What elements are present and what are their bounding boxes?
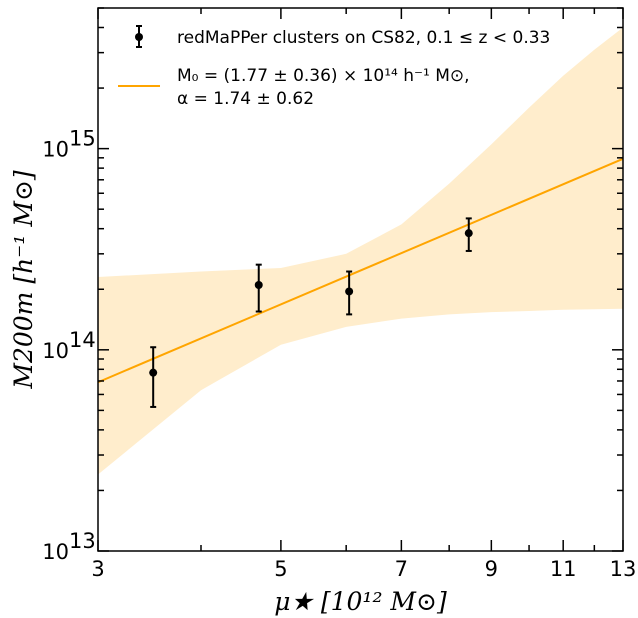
data-point-3 (345, 287, 354, 296)
plot-frame (97, 7, 624, 552)
x-tick-label-9: 9 (485, 557, 498, 581)
y-tick-label-exponent: 15 (69, 127, 96, 151)
y-tick-label-base: 10 (42, 138, 69, 162)
legend-label-fit-line1: M₀ = (1.77 ± 0.36) × 10¹⁴ h⁻¹ M⊙, (177, 66, 470, 86)
legend: redMaPPer clusters on CS82, 0.1 ≤ z < 0.… (118, 25, 550, 109)
confidence-band (98, 27, 623, 475)
y-tick-label-1e14: 10 14 (42, 328, 95, 363)
fit-line (97, 157, 624, 384)
y-axis-label: M200m [h⁻¹ M⊙] (9, 170, 38, 390)
y-tick-label-exponent: 13 (69, 529, 96, 553)
x-tick-label-5: 5 (274, 557, 287, 581)
y-tick-label-base: 10 (42, 339, 69, 363)
y-tick-label-1e13: 10 13 (42, 529, 95, 564)
data-point-layer (149, 217, 473, 408)
y-tick-label-exponent: 14 (69, 328, 96, 352)
legend-point-marker (135, 33, 143, 41)
data-point-1 (149, 368, 158, 377)
y-tick-label-1e15: 10 15 (42, 127, 95, 162)
confidence-band-layer (98, 27, 623, 475)
x-tick-label-13: 13 (610, 557, 637, 581)
data-point-2 (254, 280, 263, 289)
legend-label-points: redMaPPer clusters on CS82, 0.1 ≤ z < 0.… (177, 28, 550, 48)
y-tick-label-base: 10 (42, 540, 69, 564)
fit-line-layer (97, 157, 624, 384)
x-tick-label-3: 3 (91, 557, 104, 581)
legend-label-fit-line2: α = 1.74 ± 0.62 (177, 89, 314, 109)
data-point-4 (464, 229, 473, 238)
x-axis-label: μ★ [10¹² M⊙] (274, 587, 447, 616)
x-tick-label-11: 11 (550, 557, 577, 581)
x-tick-label-7: 7 (395, 557, 408, 581)
